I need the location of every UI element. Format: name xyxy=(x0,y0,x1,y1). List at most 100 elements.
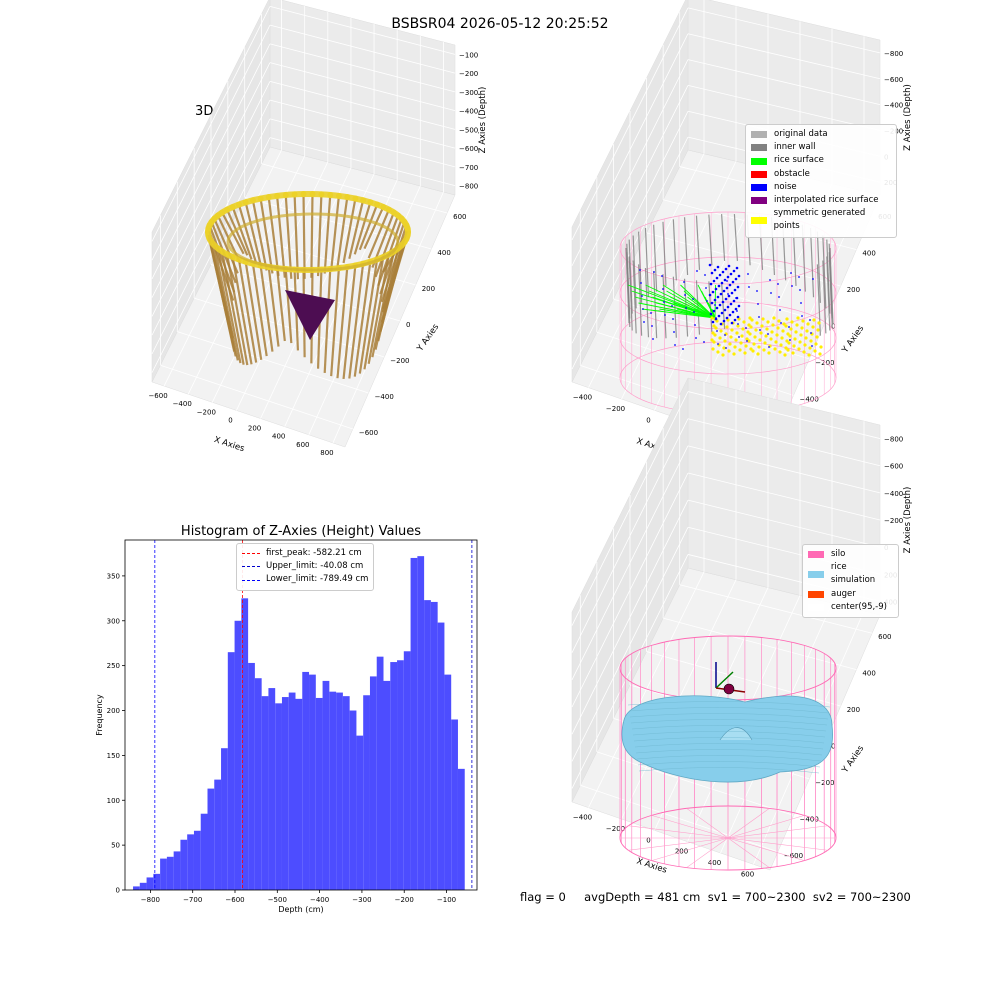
inner-wall-strand xyxy=(653,271,658,339)
symmetric-point xyxy=(804,336,808,340)
legend-entry: Lower_limit: -789.49 cm xyxy=(242,573,368,586)
noise-point xyxy=(673,331,675,333)
grid-line xyxy=(571,33,689,266)
inner-wall-strand xyxy=(672,219,677,281)
raw-strand xyxy=(379,241,406,333)
rice-mesh-line xyxy=(630,719,828,726)
raw-point xyxy=(374,256,381,263)
center-marker xyxy=(723,683,735,695)
noise-point xyxy=(717,314,721,318)
raw-strand xyxy=(336,266,349,379)
symmetric-point xyxy=(798,340,802,344)
raw-point xyxy=(274,192,281,199)
symmetric-point xyxy=(789,327,793,331)
noise-point xyxy=(715,317,717,319)
z-tick-label: −400 xyxy=(884,102,903,110)
y-axis-label: Frequency xyxy=(95,694,104,736)
raw-point xyxy=(405,229,411,235)
noise-point xyxy=(779,309,781,311)
histogram-bar xyxy=(288,692,296,890)
symmetric-point xyxy=(765,327,769,331)
inner-wall-strand xyxy=(826,256,831,331)
symmetric-point xyxy=(756,352,760,356)
pane xyxy=(151,0,271,383)
x-tick-label: −600 xyxy=(148,392,167,400)
rice-mesh-line xyxy=(637,761,821,768)
figure-title: BSBSR04 2026-05-12 20:25:52 xyxy=(391,16,609,32)
inner-wall-strand xyxy=(672,276,677,338)
raw-point xyxy=(291,191,298,198)
histogram-bar xyxy=(336,692,343,890)
noise-point xyxy=(672,318,674,320)
x-tick-label: 600 xyxy=(741,870,754,878)
symmetric-point xyxy=(769,337,773,341)
symmetric-point xyxy=(814,342,818,346)
symmetric-point xyxy=(710,338,714,342)
rice-cone-bump xyxy=(719,727,753,741)
raw-strand xyxy=(276,195,286,278)
noise-point xyxy=(724,267,728,271)
noise-point xyxy=(719,322,723,326)
rice-surface-line xyxy=(708,302,716,319)
raw-point xyxy=(229,203,236,210)
grid-line xyxy=(571,7,689,241)
noise-point xyxy=(717,343,719,345)
x-tick-label: −300 xyxy=(352,896,371,904)
noise-point xyxy=(704,274,706,276)
raw-strand xyxy=(323,194,332,274)
rice-mesh-line xyxy=(636,755,822,762)
inner-wall-strand xyxy=(828,243,833,319)
noise-point xyxy=(778,296,780,298)
grid-line xyxy=(621,161,737,400)
noise-point xyxy=(692,298,694,300)
z-tick-label: −200 xyxy=(884,517,903,525)
grid-line xyxy=(571,85,689,318)
raw-point xyxy=(335,192,342,199)
plot-frame xyxy=(124,539,478,891)
noise-point xyxy=(737,274,741,278)
symmetric-point xyxy=(777,319,781,323)
noise-point xyxy=(715,276,719,280)
noise-point xyxy=(674,344,676,346)
raw-point xyxy=(208,218,215,225)
symmetric-point xyxy=(752,342,756,346)
raw-point xyxy=(395,245,402,252)
x-axis-label: Depth (cm) xyxy=(278,905,323,914)
raw-strand xyxy=(207,228,235,301)
grid-line xyxy=(588,153,705,388)
symmetric-point xyxy=(762,348,766,352)
raw-point xyxy=(214,212,221,219)
raw-strand xyxy=(221,251,245,365)
raw-strand xyxy=(310,269,314,364)
raw-point xyxy=(327,191,334,198)
histogram-bar xyxy=(444,674,452,890)
z-tick-label: −600 xyxy=(884,76,903,84)
noise-point xyxy=(734,307,738,311)
rice-surface-line xyxy=(627,284,716,319)
grid-line xyxy=(687,472,881,521)
y-tick-label: 0 xyxy=(406,321,410,329)
symmetric-point xyxy=(809,339,813,343)
legend-entry: inner wall xyxy=(751,141,891,154)
symmetric-point xyxy=(796,316,800,320)
raw-point xyxy=(242,199,249,206)
noise-point xyxy=(709,312,713,316)
inner-wall-strand xyxy=(662,274,667,339)
symmetric-point xyxy=(766,320,770,324)
noise-point xyxy=(683,281,685,283)
grid-line xyxy=(621,579,737,820)
raw-point xyxy=(300,266,307,273)
plot2-legend: original data inner wall rice surface obsta… xyxy=(745,124,897,238)
noise-point xyxy=(770,292,772,294)
raw-strand xyxy=(377,218,403,287)
raw-point xyxy=(398,215,405,222)
noise-point xyxy=(711,290,715,294)
inner-wall-strand xyxy=(708,214,713,266)
z-tick-label: −400 xyxy=(884,490,903,498)
symmetric-point xyxy=(743,351,747,355)
noise-point xyxy=(712,279,716,283)
raw-point xyxy=(352,262,359,269)
rice-mesh-line xyxy=(627,701,831,708)
rice-surface-line xyxy=(676,308,716,319)
plot1-title: 3D Plot of Silo Interior(row data) xyxy=(195,104,405,119)
